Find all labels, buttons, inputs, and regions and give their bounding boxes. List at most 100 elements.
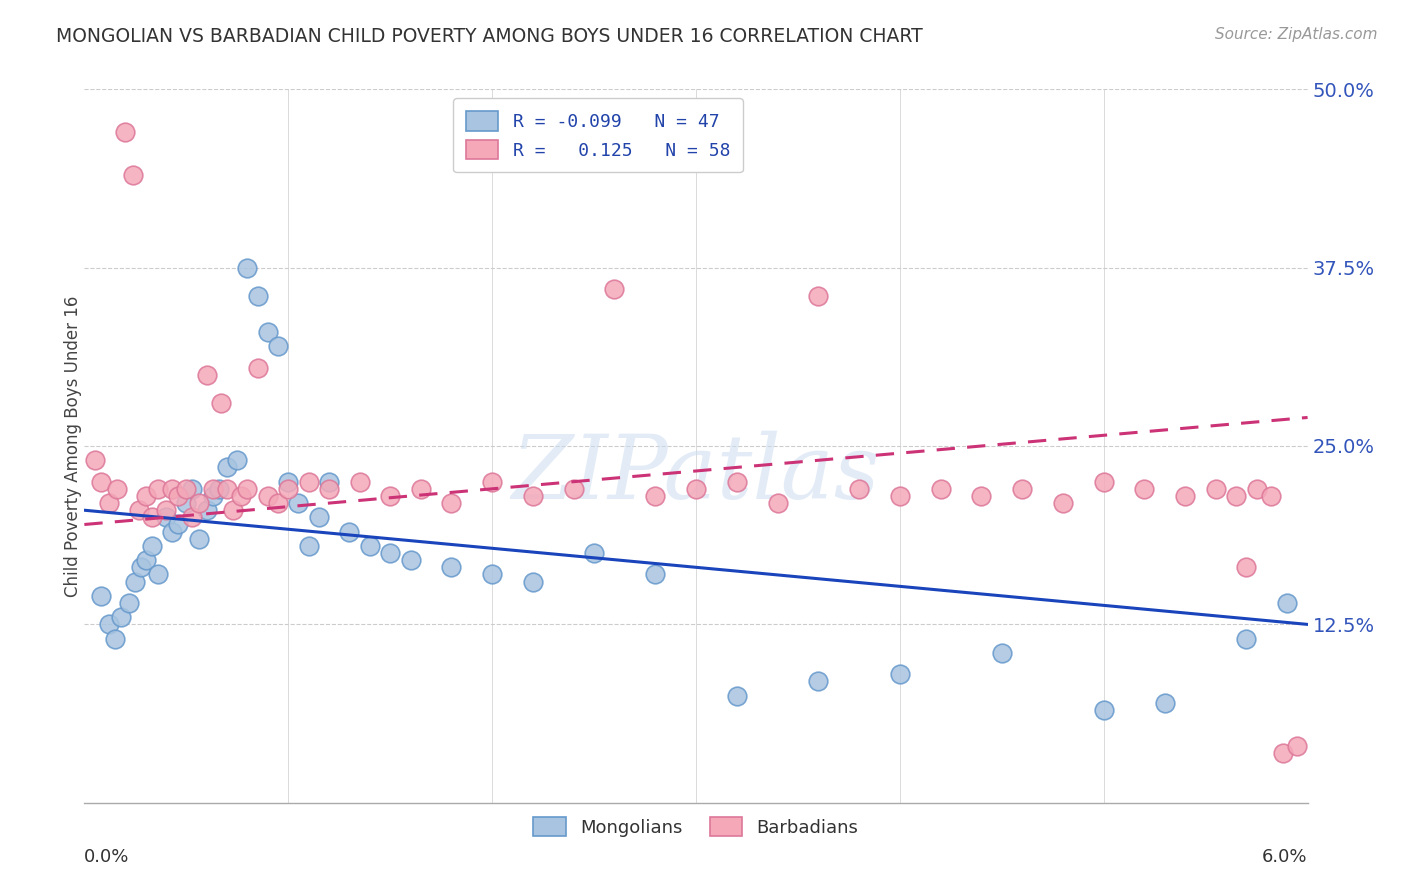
Point <box>181 482 204 496</box>
Text: 0.0%: 0.0% <box>84 848 129 866</box>
Point <box>440 496 463 510</box>
Point <box>807 674 830 689</box>
Point <box>1236 560 1258 574</box>
Point <box>1092 703 1115 717</box>
Point <box>195 368 218 382</box>
Point <box>1205 482 1227 496</box>
Point <box>122 168 145 182</box>
Text: ZIPatlas: ZIPatlas <box>512 431 880 518</box>
Point <box>146 567 169 582</box>
Point <box>848 482 870 496</box>
Point <box>187 496 209 510</box>
Point <box>766 496 789 510</box>
Point <box>603 282 626 296</box>
Point <box>267 339 290 353</box>
Point <box>208 482 231 496</box>
Point <box>685 482 707 496</box>
Point <box>277 482 299 496</box>
Point <box>409 482 432 496</box>
Point <box>128 503 150 517</box>
Point <box>246 360 269 375</box>
Point <box>236 260 259 275</box>
Point <box>187 532 209 546</box>
Point <box>231 489 253 503</box>
Point <box>90 589 112 603</box>
Point <box>160 524 183 539</box>
Text: 6.0%: 6.0% <box>1263 848 1308 866</box>
Point <box>1174 489 1197 503</box>
Point <box>1154 696 1177 710</box>
Point <box>1246 482 1268 496</box>
Point <box>1225 489 1247 503</box>
Point <box>124 574 146 589</box>
Point <box>399 553 422 567</box>
Point <box>725 689 748 703</box>
Point <box>970 489 993 503</box>
Point <box>1011 482 1033 496</box>
Point <box>929 482 952 496</box>
Point <box>155 510 177 524</box>
Point <box>644 567 666 582</box>
Point <box>257 489 280 503</box>
Point <box>267 496 290 510</box>
Point <box>226 453 249 467</box>
Point <box>105 482 128 496</box>
Point <box>889 489 911 503</box>
Text: Source: ZipAtlas.com: Source: ZipAtlas.com <box>1215 27 1378 42</box>
Point <box>991 646 1014 660</box>
Point <box>160 482 183 496</box>
Point <box>181 510 204 524</box>
Point <box>174 496 197 510</box>
Point <box>1236 632 1258 646</box>
Point <box>380 489 402 503</box>
Point <box>1260 489 1282 503</box>
Point <box>141 510 163 524</box>
Point <box>481 475 503 489</box>
Point <box>359 539 381 553</box>
Point <box>110 610 132 624</box>
Point <box>287 496 309 510</box>
Point <box>440 560 463 574</box>
Point <box>201 482 224 496</box>
Point <box>583 546 606 560</box>
Point <box>97 496 120 510</box>
Point <box>195 503 218 517</box>
Point <box>222 503 245 517</box>
Point <box>308 510 330 524</box>
Point <box>725 475 748 489</box>
Point <box>298 475 321 489</box>
Point <box>339 524 361 539</box>
Point <box>104 632 127 646</box>
Point <box>807 289 830 303</box>
Point <box>522 489 544 503</box>
Point <box>1133 482 1156 496</box>
Point <box>118 596 141 610</box>
Point <box>318 482 340 496</box>
Point <box>380 546 402 560</box>
Point <box>644 489 666 503</box>
Point <box>167 517 190 532</box>
Point <box>114 125 136 139</box>
Point <box>889 667 911 681</box>
Point <box>155 503 177 517</box>
Point <box>167 489 190 503</box>
Y-axis label: Child Poverty Among Boys Under 16: Child Poverty Among Boys Under 16 <box>65 295 82 597</box>
Point <box>522 574 544 589</box>
Point <box>135 489 157 503</box>
Point <box>141 539 163 553</box>
Point <box>1286 739 1309 753</box>
Point <box>217 460 239 475</box>
Point <box>209 396 232 410</box>
Point <box>97 617 120 632</box>
Point <box>318 475 340 489</box>
Point <box>481 567 503 582</box>
Point <box>277 475 299 489</box>
Point <box>217 482 239 496</box>
Legend: Mongolians, Barbadians: Mongolians, Barbadians <box>526 809 866 844</box>
Text: MONGOLIAN VS BARBADIAN CHILD POVERTY AMONG BOYS UNDER 16 CORRELATION CHART: MONGOLIAN VS BARBADIAN CHILD POVERTY AMO… <box>56 27 922 45</box>
Point <box>1092 475 1115 489</box>
Point <box>562 482 585 496</box>
Point <box>236 482 259 496</box>
Point <box>1272 746 1295 760</box>
Point <box>90 475 112 489</box>
